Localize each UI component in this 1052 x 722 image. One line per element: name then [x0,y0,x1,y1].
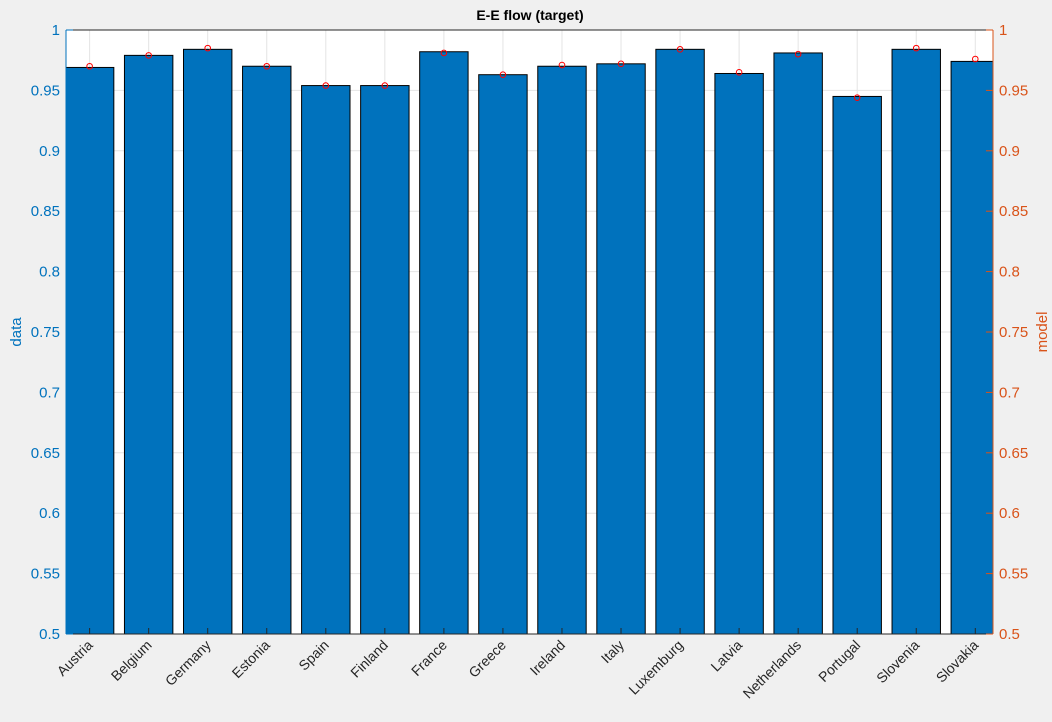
right-tick-label: 0.5 [999,626,1020,643]
right-tick-label: 0.95 [999,82,1028,99]
bar-finland [360,85,410,634]
bars [66,48,993,634]
model-marker-portugal [853,94,861,101]
model-marker-slovenia [912,44,920,52]
bar-portugal [832,95,882,634]
model-marker-netherlands [794,50,802,58]
bar-italy [596,63,646,634]
x-tick-label-italy: Italy [598,637,627,666]
model-marker-luxemburg [676,46,684,53]
x-tick-label-ireland: Ireland [527,637,569,679]
bar-spain [301,85,351,634]
x-tick-label-netherlands: Netherlands [740,637,805,702]
bar-germany [182,48,233,634]
x-tick-label-portugal: Portugal [815,637,863,685]
x-tick-label-finland: Finland [347,637,391,681]
right-tick-label: 0.85 [999,203,1028,220]
x-tick-label-germany: Germany [162,637,214,689]
bar-belgium [123,54,174,634]
bar-france [419,51,469,634]
model-marker-belgium [145,52,152,59]
axes [65,29,994,635]
bar-netherlands [773,52,823,634]
x-tick-label-slovenia: Slovenia [873,637,922,686]
model-marker-france [440,49,448,57]
left-axis-label: data [8,317,25,347]
right-tick-label: 0.8 [999,264,1020,281]
left-tick-label: 0.9 [39,143,60,160]
right-tick-label: 0.75 [999,324,1028,341]
x-tick-label-latvia: Latvia [707,637,745,675]
model-markers [86,44,979,101]
x-tick-label-slovakia: Slovakia [933,637,982,686]
left-tick-label: 0.85 [31,203,60,220]
left-tick-label: 0.55 [31,566,60,583]
model-marker-finland [381,82,389,89]
left-tick-label: 0.6 [39,505,60,522]
x-tick-label-spain: Spain [295,637,332,674]
x-tick-label-greece: Greece [465,637,509,681]
right-tick-label: 1 [999,22,1007,39]
model-marker-spain [322,82,330,89]
right-tick-label: 0.6 [999,505,1020,522]
bar-austria [66,66,115,634]
x-tick-label-luxemburg: Luxemburg [625,637,686,698]
x-tick-label-france: France [408,637,450,679]
left-tick-label: 0.65 [31,445,60,462]
right-tick-label: 0.7 [999,384,1020,401]
right-tick-label: 0.65 [999,445,1028,462]
x-tick-label-estonia: Estonia [229,637,273,681]
model-marker-estonia [263,62,271,70]
bar-slovenia [891,48,941,634]
chart-title: E-E flow (target) [476,7,583,23]
left-tick-label: 1 [52,22,60,39]
model-marker-latvia [735,68,743,76]
model-marker-germany [204,44,212,52]
x-tick-label-austria: Austria [54,637,96,679]
left-tick-label: 0.5 [39,626,60,643]
left-tick-label: 0.8 [39,264,60,281]
model-marker-ireland [558,61,566,69]
left-tick-label: 0.95 [31,82,60,99]
model-marker-italy [617,60,625,68]
model-marker-greece [499,71,507,78]
bar-ireland [537,65,587,634]
right-axis-label: model [1034,312,1051,353]
bar-luxemburg [655,48,705,634]
bar-slovakia [950,60,993,634]
right-tick-label: 0.55 [999,566,1028,583]
bar-estonia [242,65,292,634]
bar-greece [478,74,528,634]
right-tick-label: 0.9 [999,143,1020,160]
left-tick-label: 0.7 [39,384,60,401]
bar-latvia [714,72,764,634]
left-tick-label: 0.75 [31,324,60,341]
x-tick-label-belgium: Belgium [108,637,155,684]
model-marker-slovakia [971,55,979,63]
model-marker-austria [86,62,93,70]
